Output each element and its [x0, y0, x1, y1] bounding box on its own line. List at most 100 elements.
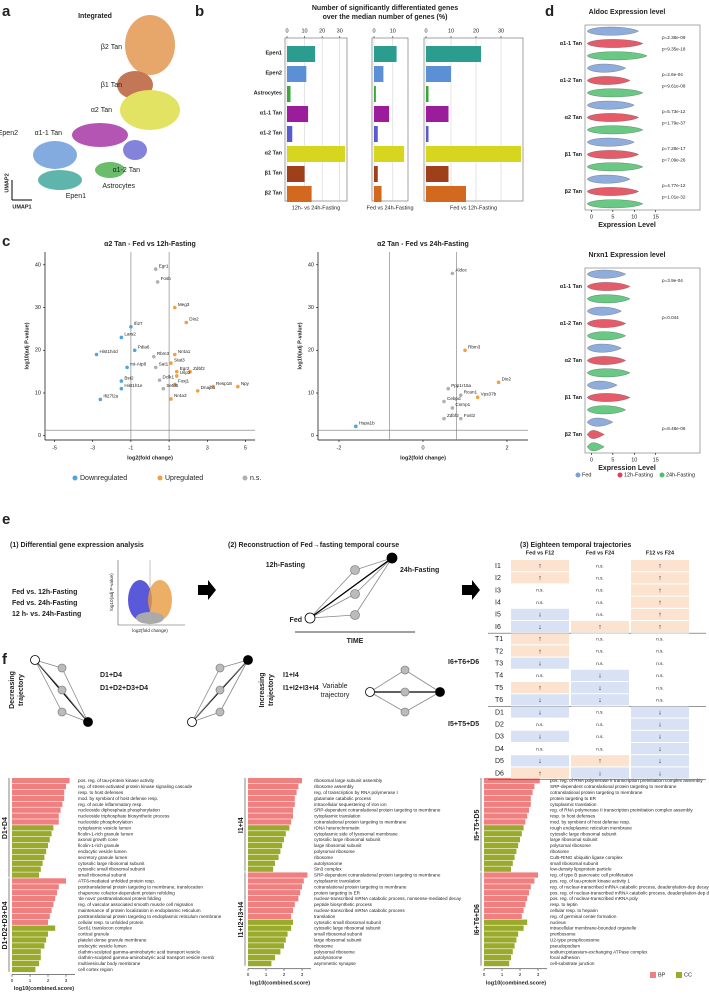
bar: [484, 789, 533, 796]
bar: [287, 186, 312, 202]
table-cell: [511, 755, 569, 767]
point: [450, 406, 455, 410]
table-cell: [511, 645, 569, 657]
gene-label: Bst2: [124, 375, 134, 380]
table-cell: [511, 633, 569, 645]
bar: [12, 860, 43, 866]
table-cell: [571, 584, 629, 596]
trajectory-title: Increasing: [259, 672, 266, 707]
gene-label: Hist1h4d: [100, 349, 119, 354]
table-value: n.s.: [656, 698, 663, 703]
violin: [586, 125, 644, 135]
bar: [248, 837, 284, 843]
point: [211, 384, 215, 389]
bar: [287, 126, 293, 142]
x-tick-label: 10: [448, 28, 454, 34]
legend-swatch: [575, 472, 581, 478]
gene-label: mt-Atp8: [130, 362, 147, 367]
table-cell: [631, 694, 689, 706]
table-cell: [571, 645, 629, 657]
row-label: D1: [495, 709, 504, 716]
term-label: resp. to host defenses: [550, 814, 596, 819]
x-tick-label: 15: [653, 457, 659, 463]
point: [446, 386, 451, 391]
y-tick-label: 30: [35, 305, 41, 311]
gene-label: Usp2: [180, 370, 191, 375]
panel-letter: a: [2, 3, 11, 20]
y-tick-label: 20: [308, 348, 314, 354]
bar: [248, 955, 275, 961]
term-label: reg. of nuclear-transcribed mRNA catabol…: [550, 884, 709, 889]
table-value: ↓: [538, 612, 542, 619]
term-label: Sin3 complex: [314, 867, 342, 872]
x-tick-label: 3: [206, 445, 209, 451]
term-label: small ribosomal subunit: [314, 932, 363, 937]
x-tick-label: 30: [498, 28, 504, 34]
table-value: n.s.: [656, 661, 663, 666]
table-value: n.s.: [536, 722, 543, 727]
point: [188, 369, 192, 374]
row-label: I2: [495, 575, 501, 582]
term-label: polysomal ribosome: [550, 843, 591, 848]
bar: [287, 86, 291, 102]
term-label: reg. of type B pancreatic cell prolifera…: [550, 873, 634, 878]
term-label: 'de novo' posttranslational protein fold…: [78, 896, 161, 901]
cluster-label: α1-1 Tan: [35, 130, 63, 137]
bar: [484, 949, 513, 955]
term-label: cellular resp. to unfolded protein: [78, 920, 144, 925]
point: [173, 305, 177, 310]
term-label: Cul5-RING ubiquitin ligase complex: [550, 855, 623, 860]
bar: [12, 837, 50, 843]
x-tick-label: 1: [501, 972, 504, 977]
term-label: cytosolic large ribosomal subunit: [78, 861, 145, 866]
chart-title: Aldoc Expression level: [589, 9, 666, 16]
category-label: α2 Tan: [565, 115, 583, 121]
table-value: n.s.: [656, 637, 663, 642]
category-label: β2 Tan: [565, 432, 583, 438]
axis-label: Expression Level: [598, 222, 656, 229]
violin: [586, 63, 627, 73]
bar: [248, 831, 286, 837]
bar: [374, 186, 382, 202]
bar: [374, 146, 405, 162]
bar: [426, 66, 451, 82]
bar: [12, 801, 63, 807]
table-value: ↑: [598, 758, 602, 765]
y-tick-label: 0: [311, 433, 314, 439]
y-tick-label: 40: [308, 262, 314, 268]
table-value: ↓: [658, 709, 662, 716]
facet-frame: [423, 37, 524, 202]
x-tick-label: 20: [319, 28, 325, 34]
term-label: protein targeting to ER: [550, 796, 597, 801]
p-value: p=1.79e-37: [662, 120, 686, 125]
term-label: translation: [314, 914, 336, 919]
gene-label: Resp18: [216, 381, 232, 386]
table-value: n.s.: [596, 576, 603, 581]
x-tick-label: 0: [285, 28, 288, 34]
gene-label: Stat3: [174, 357, 185, 362]
bar: [287, 106, 309, 122]
p-value: p=3.9e-04: [662, 278, 683, 283]
p-value: p=9.61e-08: [662, 83, 686, 88]
term-label: posttranslational protein targeting to m…: [78, 884, 203, 889]
trajectory-set: I1+I2+I3+I4: [283, 685, 319, 692]
x-tick-label: 1: [168, 445, 171, 451]
x-tick-label: 5: [611, 457, 614, 463]
bar: [484, 872, 538, 878]
violin: [586, 113, 639, 122]
axis-label: log10(combined.score): [250, 980, 310, 986]
violin: [586, 368, 631, 378]
category-label: β1 Tan: [265, 170, 283, 176]
table-cell: [571, 755, 629, 767]
point: [129, 324, 133, 329]
y-tick-label: 20: [35, 348, 41, 354]
bar: [248, 778, 302, 784]
table-value: n.s.: [596, 637, 603, 642]
x-tick-label: 5: [611, 214, 614, 220]
term-label: ribosome: [550, 849, 569, 854]
point: [236, 384, 240, 389]
bar: [484, 884, 531, 890]
term-label: glutamate catabolic process: [314, 796, 372, 801]
gene-label: Egr2: [180, 366, 190, 371]
term-label: nucleus: [550, 920, 567, 925]
